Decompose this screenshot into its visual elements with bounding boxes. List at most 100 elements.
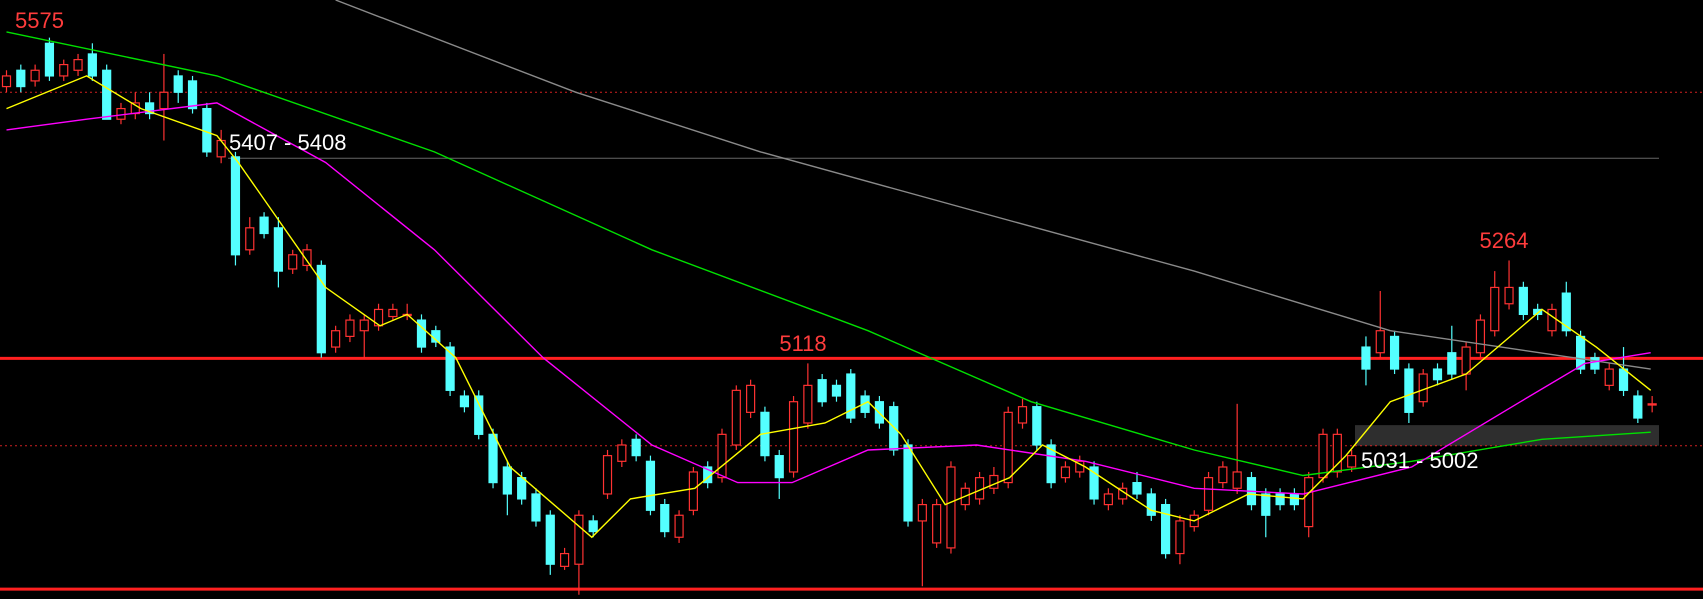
candle-body [1261, 493, 1271, 516]
zone-label: 5031 - 5002 [1361, 448, 1478, 473]
candle-body [1547, 308, 1557, 332]
candle-body [316, 264, 326, 354]
candle-body [1490, 286, 1500, 332]
line-layer [6, 0, 1652, 539]
candle-body [1161, 504, 1171, 555]
candle-body [1504, 286, 1514, 305]
moving-average-line [6, 102, 1651, 495]
candle-body [860, 395, 870, 413]
candle-body [1103, 493, 1113, 506]
candle-body [1561, 292, 1571, 332]
candle-body [331, 330, 341, 348]
candle-body [102, 69, 112, 120]
candle-body [1060, 466, 1071, 479]
candle-body [1590, 357, 1600, 370]
candle-body [1146, 493, 1156, 516]
candle-body [559, 552, 570, 567]
candle-body [502, 466, 512, 495]
level-label: 5407 - 5408 [229, 130, 346, 155]
candle-body [1332, 433, 1342, 473]
candle-body [817, 379, 827, 403]
candle-body [1289, 493, 1300, 506]
candle-body [373, 308, 384, 327]
candle-body [1304, 477, 1314, 528]
candle-body [1475, 319, 1486, 354]
candle-body [1318, 433, 1328, 479]
moving-average-line [6, 31, 1651, 477]
candle-body [889, 406, 899, 451]
candle-body [946, 466, 956, 549]
candle-body [1, 75, 12, 88]
candle-body [44, 42, 55, 77]
candle-body [1275, 493, 1285, 506]
candle-body [288, 254, 298, 270]
candle-body [831, 384, 842, 397]
candle-body [187, 80, 198, 110]
candle-body [1175, 520, 1185, 555]
candle-body [445, 346, 455, 391]
candle-body [202, 107, 212, 153]
high-label: 5118 [779, 331, 826, 356]
candle-body [717, 433, 727, 479]
candle-body [1017, 406, 1028, 424]
moving-average-line [6, 75, 1652, 539]
candle-body [1518, 286, 1528, 316]
candle-body [674, 514, 684, 538]
price-zone [1355, 425, 1659, 446]
candle-body [1418, 373, 1428, 403]
candle-body [1347, 455, 1357, 468]
candle-body [1404, 368, 1414, 413]
candle-body [302, 249, 312, 267]
candle-body [932, 504, 942, 544]
candle-body [345, 319, 355, 338]
candle-body [545, 514, 555, 565]
candle-body [1618, 368, 1629, 391]
candle-body [488, 433, 498, 484]
candle-body [59, 63, 69, 77]
candle-body [1389, 335, 1400, 370]
candle-body [574, 514, 584, 565]
candle-body [660, 504, 670, 533]
candle-body [30, 69, 40, 82]
candle-body [359, 319, 369, 332]
candle-body [1447, 352, 1457, 375]
moving-average-line [335, 0, 1651, 370]
candle-body [731, 389, 741, 446]
candle-body [1633, 395, 1643, 419]
candle-body [1232, 471, 1242, 489]
candle-body [917, 504, 927, 522]
candle-body [989, 474, 999, 489]
candle-body [388, 308, 398, 318]
background-layer [1355, 425, 1659, 446]
candle-body [588, 520, 598, 533]
candle-body [846, 373, 856, 419]
candle-body [1032, 406, 1042, 446]
candle-body [459, 395, 470, 408]
candle-body [273, 227, 283, 272]
candle-body [746, 384, 756, 413]
candle-body [631, 438, 641, 457]
candle-body [216, 139, 226, 158]
level-layer [0, 91, 1703, 591]
candle-body [774, 455, 784, 479]
candle-body [73, 59, 83, 71]
candle-body [416, 319, 427, 348]
candle-body [1361, 346, 1371, 370]
candle-body [16, 69, 26, 88]
candle-body [1218, 466, 1228, 484]
candle-body [1375, 330, 1385, 354]
high-label: 5575 [15, 8, 64, 33]
candle-body [1203, 477, 1214, 511]
candle-body [531, 493, 541, 522]
candle-body [1533, 308, 1543, 316]
candle-body [903, 444, 913, 522]
candle-body [245, 227, 255, 251]
candle-body [1132, 482, 1142, 495]
candle-body [1089, 466, 1099, 500]
candle-body [517, 477, 527, 500]
candle-body [1604, 368, 1614, 386]
candle-body [173, 75, 183, 93]
candle-body [1647, 403, 1657, 406]
